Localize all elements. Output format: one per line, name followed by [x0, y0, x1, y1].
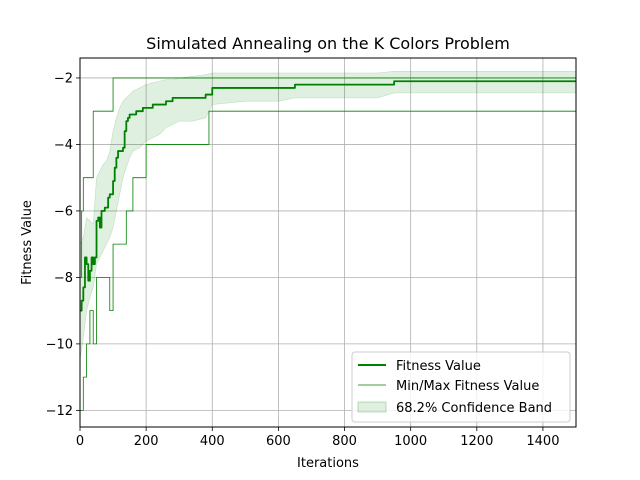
y-tick-label: −4 — [54, 138, 73, 153]
x-axis-title: Iterations — [297, 456, 359, 471]
x-tick-label: 1200 — [460, 434, 493, 449]
tick-layer: 0 200 400 600 800 1000 1200 1400 −12 −10 −8 −6 −4 −2 — [46, 71, 560, 449]
legend-label-min-max-fitness-value: Min/Max Fitness Value — [396, 379, 539, 394]
x-tick-label: 200 — [134, 434, 159, 449]
y-tick-label: −12 — [46, 404, 73, 419]
x-tick-label: 600 — [266, 434, 291, 449]
y-tick-label: −2 — [54, 71, 73, 86]
x-tick-label: 400 — [200, 434, 225, 449]
legend: Fitness Value Min/Max Fitness Value 68.2… — [351, 351, 571, 423]
legend-label-fitness-value: Fitness Value — [396, 359, 481, 374]
legend-box — [351, 351, 571, 423]
x-tick-label: 1400 — [526, 434, 559, 449]
minmax-layer — [80, 77, 576, 411]
fitness-value-line — [80, 80, 576, 312]
x-tick-label: 1000 — [394, 434, 427, 449]
x-tick-label: 0 — [76, 434, 84, 449]
y-tick-label: −10 — [46, 337, 73, 352]
y-tick-label: −8 — [54, 271, 73, 286]
chart-title: Simulated Annealing on the K Colors Prob… — [146, 34, 510, 53]
y-axis-title: Fitness Value — [20, 200, 35, 285]
max-fitness-line — [80, 77, 576, 278]
x-tick-label: 800 — [332, 434, 357, 449]
fitness-line-layer — [80, 80, 576, 312]
y-tick-label: −6 — [54, 204, 73, 219]
min-fitness-line — [80, 110, 576, 411]
plot-frame — [79, 57, 577, 428]
legend-label-confidence-band: 68.2% Confidence Band — [396, 401, 552, 416]
legend-swatch-confidence-band — [357, 401, 387, 413]
